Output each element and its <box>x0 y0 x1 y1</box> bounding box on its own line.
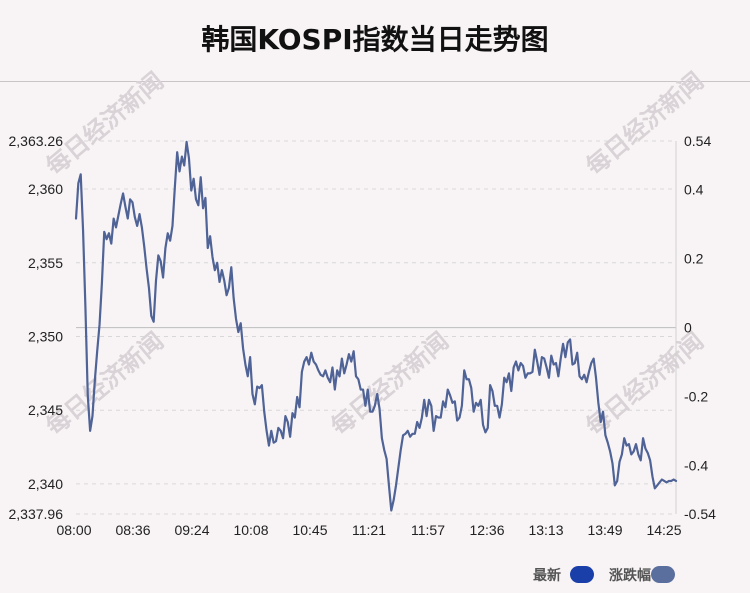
y-right-tick-label: -0.54 <box>684 506 716 522</box>
y-right-tick-label: -0.2 <box>684 389 708 405</box>
legend-swatch <box>651 566 675 583</box>
y-left-tick-label: 2,363.26 <box>9 133 64 149</box>
y-left-tick-label: 2,337.96 <box>9 506 64 522</box>
y-left-tick-label: 2,340 <box>28 476 63 492</box>
x-tick-label: 10:45 <box>292 522 327 538</box>
watermark-text: 每日经济新闻 <box>580 326 709 441</box>
x-tick-label: 14:25 <box>646 522 681 538</box>
x-tick-label: 13:49 <box>587 522 622 538</box>
y-left-tick-labels: 2,363.26 2,360 2,355 2,350 2,345 2,340 2,337.9… <box>9 133 64 522</box>
x-tick-label: 11:57 <box>411 522 445 538</box>
watermark-text: 每日经济新闻 <box>580 66 709 181</box>
legend-swatch <box>570 566 594 583</box>
title-divider <box>0 81 750 82</box>
x-tick-label: 12:36 <box>469 522 504 538</box>
y-left-tick-label: 2,355 <box>28 255 63 271</box>
y-right-tick-labels: 0.54 0.4 0.2 0 -0.2 -0.4 -0.54 <box>684 133 716 522</box>
legend-label: 最新 <box>533 567 561 584</box>
x-tick-label: 13:13 <box>528 522 563 538</box>
y-left-tick-label: 2,350 <box>28 328 63 344</box>
series-line-latest <box>74 140 678 512</box>
y-right-tick-label: 0.2 <box>684 250 704 266</box>
y-left-tick-label: 2,360 <box>28 181 63 197</box>
x-tick-label: 09:24 <box>174 522 209 538</box>
chart-title: 韩国KOSPI指数当日走势图 <box>201 23 549 56</box>
grid-lines <box>76 140 676 515</box>
x-tick-label: 08:36 <box>115 522 150 538</box>
legend: 最新 涨跌幅 <box>533 566 675 584</box>
x-tick-label: 10:08 <box>233 522 268 538</box>
y-right-tick-label: 0 <box>684 320 692 336</box>
y-right-tick-label: -0.4 <box>684 458 708 474</box>
x-tick-labels: 08:00 08:36 09:24 10:08 10:45 11:21 11:57 12:36… <box>56 522 681 538</box>
y-left-tick-label: 2,345 <box>28 402 63 418</box>
x-tick-label: 11:21 <box>352 522 386 538</box>
watermark-text: 每日经济新闻 <box>40 66 169 181</box>
x-tick-label: 08:00 <box>56 522 91 538</box>
legend-label: 涨跌幅 <box>609 567 651 584</box>
y-right-tick-label: 0.4 <box>684 181 704 197</box>
y-right-tick-label: 0.54 <box>684 133 711 149</box>
